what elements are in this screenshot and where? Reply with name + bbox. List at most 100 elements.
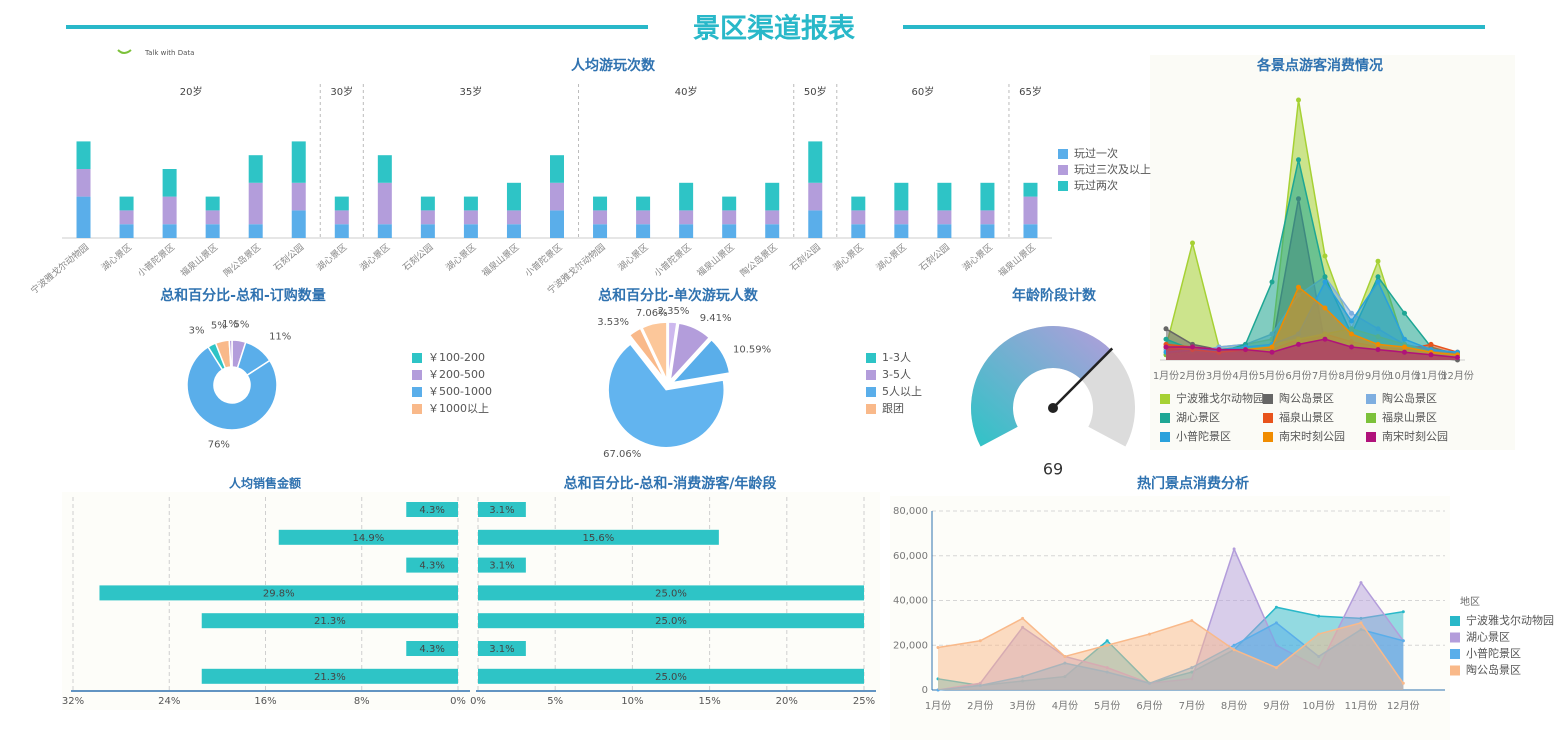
slice-label: 9.41% xyxy=(700,313,732,324)
bar-segment xyxy=(1023,224,1038,238)
data-point xyxy=(1322,305,1328,311)
legend-label: 陶公岛景区 xyxy=(1466,663,1521,677)
bar-segment xyxy=(248,155,263,183)
bar xyxy=(478,613,864,629)
data-point xyxy=(1296,97,1301,103)
x-tick-label: 石刻公园 xyxy=(917,241,952,273)
x-tick-label: 5% xyxy=(547,696,563,707)
data-point xyxy=(1148,632,1151,636)
x-tick-label: 1月份 xyxy=(1153,370,1179,382)
x-tick-label: 小普陀景区 xyxy=(135,241,177,279)
bar-segment xyxy=(420,210,435,225)
data-point xyxy=(1163,326,1169,332)
legend-label: 玩过一次 xyxy=(1074,146,1118,160)
data-point xyxy=(1296,284,1301,290)
x-tick-label: 宁波雅戈尔动物园 xyxy=(28,241,91,296)
bar-segment xyxy=(420,224,435,238)
legend-label: 南宋时刻公园 xyxy=(1382,429,1448,443)
bar-segment xyxy=(937,210,952,225)
bar-segment xyxy=(205,224,220,238)
bar-value-label: 25.0% xyxy=(655,588,687,599)
bar-segment xyxy=(550,155,564,183)
data-point xyxy=(1269,344,1275,350)
bar xyxy=(406,557,458,573)
data-point xyxy=(1428,352,1434,358)
bar-segment xyxy=(1023,196,1038,225)
x-tick-label: 10月份 xyxy=(1302,700,1335,712)
bar-segment xyxy=(636,196,651,211)
bar xyxy=(406,502,458,517)
bar-segment xyxy=(1023,182,1038,197)
legend-label: 3-5人 xyxy=(882,368,911,381)
chart-title: 各景点游客消费情况 xyxy=(1256,57,1383,74)
pie-slice xyxy=(228,339,233,368)
x-tick-label: 10% xyxy=(621,696,643,707)
data-point xyxy=(1190,344,1195,350)
page-title: 景区渠道报表 xyxy=(693,13,855,45)
x-tick-label: 0% xyxy=(470,696,486,707)
data-point xyxy=(1296,341,1301,347)
bar-segment xyxy=(334,196,349,211)
legend-swatch xyxy=(1263,432,1273,442)
x-tick-label: 湖心景区 xyxy=(358,242,393,274)
x-tick-label: 福泉山景区 xyxy=(695,241,737,279)
data-point xyxy=(936,645,940,649)
data-point xyxy=(1243,347,1248,353)
x-tick-label: 12月份 xyxy=(1441,370,1474,382)
series-line xyxy=(1166,338,1458,359)
data-point xyxy=(1349,318,1354,324)
legend-swatch xyxy=(1450,665,1460,676)
x-tick-label: 陶公岛景区 xyxy=(738,241,780,279)
data-point xyxy=(1375,279,1381,285)
data-point xyxy=(1401,610,1405,614)
x-tick-label: 石刻公园 xyxy=(400,241,435,273)
gauge-value: 69 xyxy=(1043,460,1063,479)
bar-segment xyxy=(506,224,521,238)
data-point xyxy=(978,639,982,643)
x-tick-label: 7月份 xyxy=(1312,370,1338,382)
bar-segment xyxy=(722,224,737,238)
legend-swatch xyxy=(1366,394,1376,404)
bar-segment xyxy=(593,224,608,238)
x-tick-label: 9月份 xyxy=(1365,370,1391,382)
data-point xyxy=(1349,331,1354,337)
data-point xyxy=(1401,681,1405,685)
group-label: 50岁 xyxy=(804,85,827,98)
bar-value-label: 14.9% xyxy=(352,533,384,544)
bar-segment xyxy=(205,210,220,225)
data-point xyxy=(1105,643,1109,647)
group-label: 35岁 xyxy=(460,85,483,98)
slice-label: 1% xyxy=(222,319,238,330)
legend-label: 小普陀景区 xyxy=(1466,646,1521,660)
bar-value-label: 25.0% xyxy=(655,616,687,627)
data-point xyxy=(1269,349,1275,355)
legend-label: 湖心景区 xyxy=(1466,631,1510,644)
legend-swatch xyxy=(866,387,876,397)
bar-segment xyxy=(894,182,909,211)
bar-segment xyxy=(463,196,478,211)
bar-value-label: 25.0% xyxy=(655,672,687,683)
legend-label: 玩过两次 xyxy=(1074,178,1118,192)
y-tick-label: 40,000 xyxy=(893,596,928,607)
group-label: 20岁 xyxy=(180,85,203,98)
bar-segment xyxy=(377,155,392,183)
data-point xyxy=(1455,354,1460,360)
bar xyxy=(201,613,458,629)
legend-label: 小普陀景区 xyxy=(1176,429,1231,443)
legend-swatch xyxy=(866,404,876,414)
legend-label: 湖心景区 xyxy=(1176,411,1220,424)
bar-value-label: 21.3% xyxy=(314,672,346,683)
legend-swatch xyxy=(866,370,876,380)
bar-segment xyxy=(205,196,220,211)
logo-text: Talk with Data xyxy=(144,49,194,57)
x-tick-label: 湖心景区 xyxy=(444,242,479,274)
data-point xyxy=(1428,341,1434,347)
bar-segment xyxy=(636,210,651,225)
legend-label: 福泉山景区 xyxy=(1382,410,1437,424)
pie-slice xyxy=(641,321,668,381)
legend-swatch xyxy=(412,404,422,414)
bar-value-label: 4.3% xyxy=(419,561,444,572)
bar-value-label: 3.1% xyxy=(489,505,514,516)
